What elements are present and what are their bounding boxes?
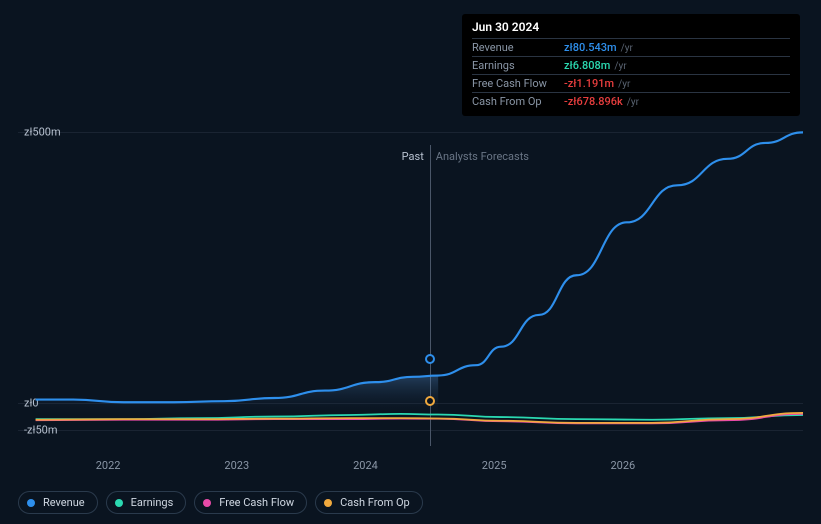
- tooltip-row: Cash From Op-zł678.896k/yr: [472, 92, 790, 110]
- tooltip-metric-value: -zł1.191m: [564, 77, 614, 90]
- marker-earnings: [425, 396, 435, 406]
- data-tooltip: Jun 30 2024 Revenuezł80.543m/yrEarningsz…: [462, 14, 800, 116]
- tooltip-row: Revenuezł80.543m/yr: [472, 38, 790, 56]
- financial-chart: zł500mzł0-zł50m 20222023202420252026 Pas…: [18, 0, 803, 524]
- tooltip-metric-label: Revenue: [472, 41, 564, 54]
- section-label-forecast: Analysts Forecasts: [436, 150, 529, 163]
- tooltip-metric-unit: /yr: [621, 43, 633, 54]
- legend-dot-icon: [27, 499, 35, 507]
- legend-label: Earnings: [131, 496, 174, 509]
- legend-item-earnings[interactable]: Earnings: [106, 491, 187, 514]
- legend-label: Revenue: [43, 496, 85, 509]
- legend-item-revenue[interactable]: Revenue: [18, 491, 98, 514]
- tooltip-metric-label: Free Cash Flow: [472, 77, 564, 90]
- tooltip-metric-label: Earnings: [472, 59, 564, 72]
- tooltip-metric-value: -zł678.896k: [564, 95, 623, 108]
- tooltip-metric-value: zł6.808m: [564, 59, 610, 72]
- tooltip-metric-label: Cash From Op: [472, 95, 564, 108]
- series-line-revenue: [36, 132, 803, 402]
- legend-item-fcf[interactable]: Free Cash Flow: [194, 491, 307, 514]
- legend-label: Cash From Op: [340, 496, 410, 509]
- tooltip-metric-unit: /yr: [614, 61, 626, 72]
- section-label-past: Past: [402, 150, 424, 163]
- tooltip-date: Jun 30 2024: [472, 20, 790, 38]
- tooltip-row: Free Cash Flow-zł1.191m/yr: [472, 74, 790, 92]
- tooltip-metric-value: zł80.543m: [564, 41, 617, 54]
- tooltip-row: Earningszł6.808m/yr: [472, 56, 790, 74]
- marker-revenue: [425, 354, 435, 364]
- legend-dot-icon: [115, 499, 123, 507]
- legend-dot-icon: [203, 499, 211, 507]
- tooltip-metric-unit: /yr: [627, 97, 639, 108]
- tooltip-metric-unit: /yr: [618, 79, 630, 90]
- chart-legend: Revenue Earnings Free Cash Flow Cash From O…: [18, 491, 423, 514]
- legend-label: Free Cash Flow: [219, 496, 294, 509]
- legend-dot-icon: [324, 499, 332, 507]
- legend-item-cfo[interactable]: Cash From Op: [315, 491, 423, 514]
